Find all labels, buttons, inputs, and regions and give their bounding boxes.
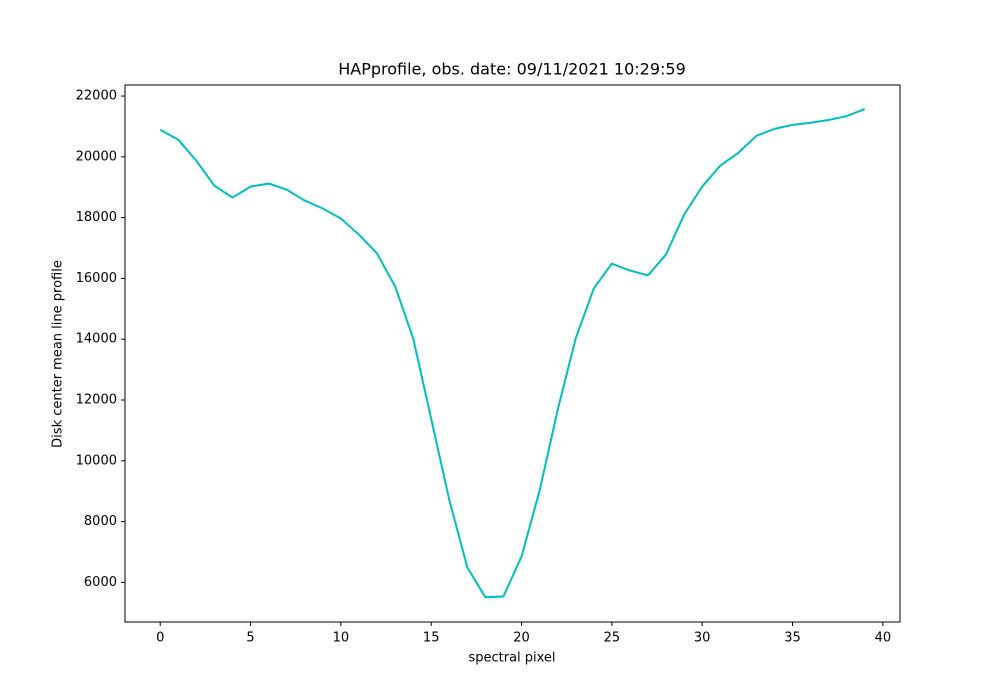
line-series [159, 108, 866, 599]
x-tick-label: 35 [784, 631, 801, 646]
x-tick-label: 15 [423, 631, 440, 646]
chart-title: HAPprofile, obs. date: 09/11/2021 10:29:… [338, 60, 686, 79]
x-tick-label: 40 [875, 631, 892, 646]
x-tick-label: 5 [246, 631, 254, 646]
x-axis-label: spectral pixel [468, 651, 555, 666]
y-tick-label: 14000 [76, 332, 117, 347]
y-tick-label: 16000 [76, 271, 117, 286]
x-tick-label: 25 [604, 631, 621, 646]
x-tick-label: 0 [156, 631, 164, 646]
y-axis-label: Disk center mean line profile [51, 260, 66, 448]
x-tick-label: 10 [333, 631, 350, 646]
y-tick-label: 8000 [84, 514, 117, 529]
y-tick-label: 10000 [76, 453, 117, 468]
y-tick-label: 12000 [76, 393, 117, 408]
y-tick-label: 20000 [76, 149, 117, 164]
x-tick-label: 20 [513, 631, 530, 646]
plot-frame [124, 84, 901, 623]
x-tick-label: 30 [694, 631, 711, 646]
y-tick-label: 6000 [84, 575, 117, 590]
y-tick-label: 22000 [76, 89, 117, 104]
y-tick-label: 18000 [76, 210, 117, 225]
